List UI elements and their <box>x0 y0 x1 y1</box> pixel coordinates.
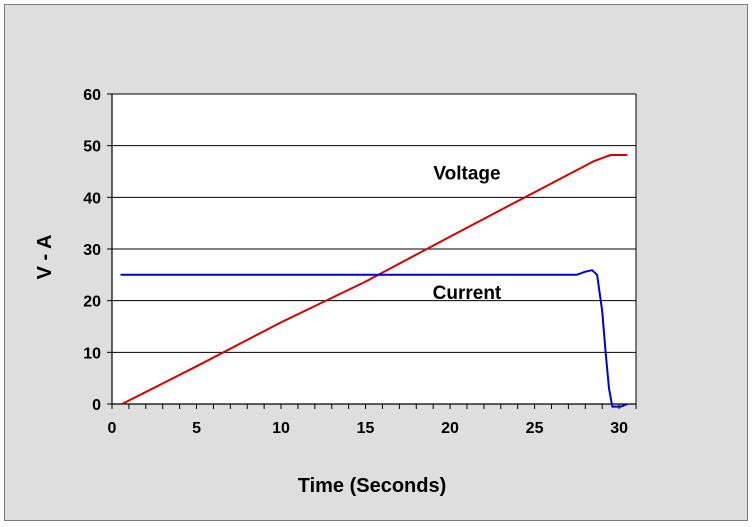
x-axis-title: Time (Seconds) <box>298 475 447 497</box>
y-tick-label: 0 <box>92 397 101 414</box>
y-axis-title: V - A <box>34 235 56 280</box>
chart-svg: 0 10 20 30 40 50 60 0 5 10 15 20 25 30 Voltage Current T… <box>34 87 637 497</box>
axes <box>107 93 637 409</box>
gridlines-overlay <box>112 93 636 353</box>
labels: 0 10 20 30 40 50 60 0 5 10 15 20 25 30 Voltage Current T… <box>34 87 628 497</box>
x-tick-label: 5 <box>192 420 201 437</box>
x-tick-label: 10 <box>272 420 290 437</box>
chart-frame: 0 10 20 30 40 50 60 0 5 10 15 20 25 30 Voltage Current T… <box>4 4 748 521</box>
y-tick-label: 60 <box>83 87 101 104</box>
x-tick-label: 25 <box>526 420 544 437</box>
series-label-voltage: Voltage <box>433 163 500 184</box>
y-tick-label: 50 <box>83 139 101 156</box>
series-line-voltage <box>121 154 628 405</box>
y-tick-label: 30 <box>83 242 101 259</box>
x-tick-label: 30 <box>610 420 628 437</box>
y-tick-label: 20 <box>83 294 101 311</box>
y-tick-label: 10 <box>83 345 101 362</box>
x-tick-label: 20 <box>441 420 459 437</box>
series-lines <box>120 154 628 408</box>
x-tick-label: 0 <box>108 420 117 437</box>
x-tick-label: 15 <box>357 420 375 437</box>
series-line-current <box>120 269 628 408</box>
y-tick-label: 40 <box>83 190 101 207</box>
series-label-current: Current <box>433 283 502 304</box>
